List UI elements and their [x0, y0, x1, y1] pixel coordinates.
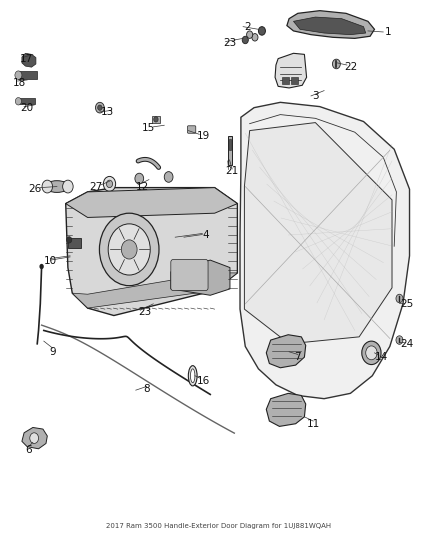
Circle shape: [258, 27, 265, 35]
Text: 25: 25: [401, 299, 414, 309]
Text: 10: 10: [44, 256, 57, 266]
Text: 18: 18: [13, 78, 26, 87]
Polygon shape: [240, 102, 410, 399]
Polygon shape: [171, 260, 230, 295]
Bar: [68, 238, 81, 248]
Text: 17: 17: [20, 54, 33, 63]
Text: 23: 23: [223, 38, 237, 47]
Bar: [229, 139, 231, 150]
Circle shape: [63, 180, 73, 193]
Text: 15: 15: [142, 123, 155, 133]
Text: 8: 8: [143, 384, 150, 394]
Circle shape: [332, 59, 340, 69]
Polygon shape: [287, 11, 374, 38]
FancyBboxPatch shape: [187, 126, 196, 133]
Circle shape: [95, 102, 104, 113]
FancyBboxPatch shape: [171, 260, 208, 290]
Polygon shape: [293, 17, 366, 35]
Ellipse shape: [188, 366, 197, 386]
Circle shape: [15, 71, 22, 79]
Text: 2017 Ram 3500 Handle-Exterior Door Diagram for 1UJ881WQAH: 2017 Ram 3500 Handle-Exterior Door Diagr…: [106, 523, 332, 529]
Circle shape: [362, 341, 381, 365]
Text: 9: 9: [49, 347, 56, 357]
Polygon shape: [22, 427, 47, 449]
Text: 20: 20: [21, 103, 34, 112]
Circle shape: [15, 98, 21, 105]
Circle shape: [164, 172, 173, 182]
Text: 7: 7: [294, 352, 301, 362]
Bar: [228, 136, 232, 165]
Text: 19: 19: [197, 131, 210, 141]
Circle shape: [242, 36, 248, 44]
Circle shape: [106, 180, 113, 188]
Polygon shape: [66, 188, 237, 217]
Text: 14: 14: [374, 352, 388, 362]
Bar: [18, 98, 35, 104]
Text: 12: 12: [136, 182, 149, 191]
Text: 16: 16: [197, 376, 210, 386]
Circle shape: [252, 34, 258, 41]
Circle shape: [39, 264, 44, 269]
Polygon shape: [66, 188, 237, 316]
Text: 23: 23: [138, 307, 151, 317]
Text: 26: 26: [28, 184, 42, 194]
Ellipse shape: [191, 369, 195, 383]
Polygon shape: [266, 393, 306, 426]
Bar: [18, 71, 37, 79]
Text: 22: 22: [344, 62, 357, 71]
Text: 21: 21: [226, 166, 239, 175]
Circle shape: [247, 31, 253, 38]
Circle shape: [99, 213, 159, 286]
Text: 4: 4: [202, 230, 209, 239]
Text: 11: 11: [307, 419, 320, 429]
Bar: [291, 77, 298, 84]
Circle shape: [67, 237, 72, 243]
Circle shape: [366, 346, 377, 360]
Circle shape: [135, 173, 144, 184]
Polygon shape: [275, 53, 307, 88]
Circle shape: [154, 117, 158, 122]
Circle shape: [396, 294, 403, 303]
Circle shape: [108, 224, 150, 275]
Ellipse shape: [45, 181, 69, 192]
Text: 13: 13: [101, 107, 114, 117]
Text: 1: 1: [384, 27, 391, 37]
Polygon shape: [22, 53, 36, 67]
Polygon shape: [72, 273, 237, 308]
Bar: [282, 77, 289, 84]
Circle shape: [30, 433, 39, 443]
Text: 3: 3: [312, 91, 319, 101]
Circle shape: [396, 336, 403, 344]
Text: 2: 2: [244, 22, 251, 31]
Circle shape: [121, 240, 137, 259]
Text: 27: 27: [89, 182, 102, 191]
Text: 24: 24: [401, 339, 414, 349]
Circle shape: [103, 176, 116, 191]
Circle shape: [98, 105, 102, 110]
Circle shape: [42, 180, 53, 193]
Bar: [152, 116, 160, 123]
Polygon shape: [266, 335, 306, 368]
Polygon shape: [244, 123, 392, 344]
Text: 6: 6: [25, 446, 32, 455]
